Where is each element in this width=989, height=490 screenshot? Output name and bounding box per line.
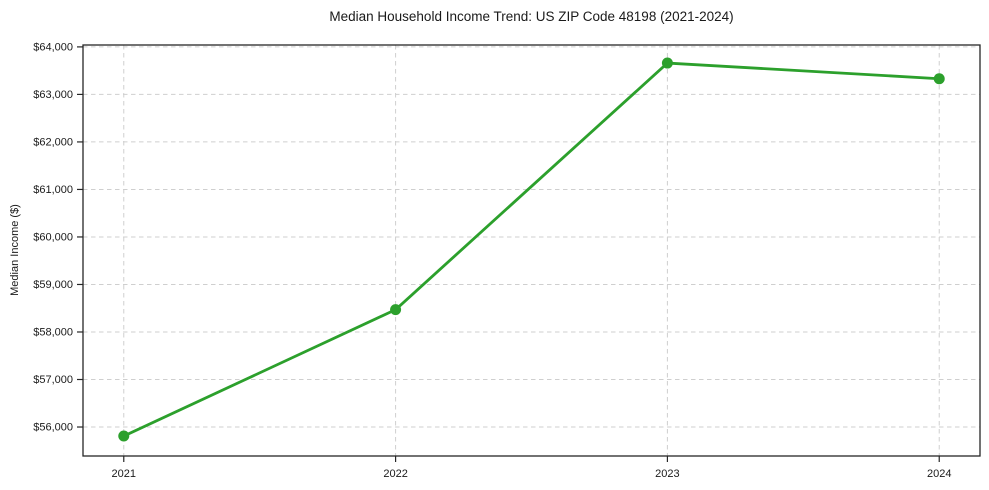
trend-line [122, 61, 941, 438]
data-point [933, 73, 945, 85]
y-tick-label: $61,000 [33, 184, 73, 196]
y-tick-label: $57,000 [33, 374, 73, 386]
y-tick-label: $62,000 [33, 136, 73, 148]
x-tick-label: 2023 [655, 468, 679, 480]
y-tick-label: $63,000 [33, 89, 73, 101]
data-point [118, 430, 130, 442]
y-tick-label: $59,000 [33, 279, 73, 291]
data-point [661, 57, 673, 69]
chart-title: Median Household Income Trend: US ZIP Co… [329, 9, 734, 24]
x-tick-label: 2024 [927, 468, 951, 480]
data-point [390, 304, 402, 316]
y-tick-label: $58,000 [33, 326, 73, 338]
y-tick-label: $60,000 [33, 231, 73, 243]
x-tick-label: 2021 [112, 468, 136, 480]
plot-border [82, 44, 981, 457]
y-tick-label: $56,000 [33, 422, 73, 434]
x-tick-label: 2022 [383, 468, 407, 480]
y-tick-label: $64,000 [33, 41, 73, 53]
